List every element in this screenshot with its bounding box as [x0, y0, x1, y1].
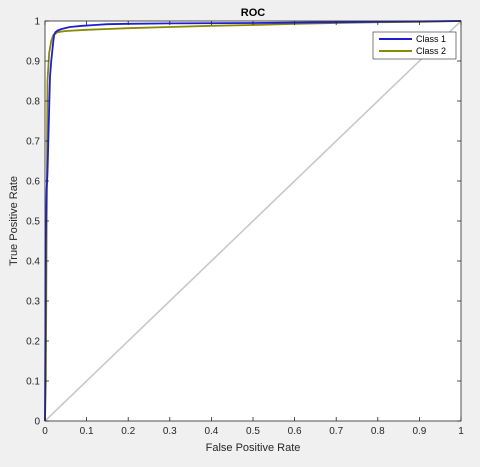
- x-tick-label: 0.5: [246, 426, 260, 437]
- y-tick-label: 0.4: [26, 257, 40, 268]
- legend-box: [372, 31, 457, 60]
- x-tick-label: 0.3: [163, 426, 177, 437]
- y-tick-label: 0.5: [26, 217, 40, 228]
- y-tick-label: 0.1: [26, 377, 40, 388]
- y-tick-label: 0: [34, 417, 40, 428]
- series-layer: [44, 20, 462, 422]
- x-axis-label: False Positive Rate: [206, 442, 301, 454]
- legend-label-class-1: Class 1: [416, 34, 446, 44]
- x-tick-label: 0.2: [121, 426, 135, 437]
- x-tick-label: 0.6: [288, 426, 302, 437]
- series-line-class-1: [44, 20, 462, 422]
- x-tick-label: 0.1: [80, 426, 94, 437]
- legend: Class 1 Class 2: [372, 31, 457, 60]
- x-tick-label: 0.7: [329, 426, 343, 437]
- y-tick-label: 0.8: [26, 97, 40, 108]
- diagonal-reference-line: [44, 20, 462, 422]
- ticks-layer: 0 0.1 0.2 0.3 0.4 0.5 0.6 0.7 0.8 0.9 1 0 0.1 0.2 0.3 0…: [26, 17, 464, 438]
- y-tick-label: 0.7: [26, 137, 40, 148]
- x-tick-label: 0.8: [371, 426, 385, 437]
- x-tick-label: 0.9: [412, 426, 426, 437]
- y-tick-label: 1: [34, 17, 40, 28]
- x-tick-label: 0.4: [204, 426, 218, 437]
- y-tick-label: 0.3: [26, 297, 40, 308]
- x-tick-label: 1: [458, 426, 464, 437]
- y-tick-label: 0.2: [26, 337, 40, 348]
- chart-title: ROC: [241, 7, 266, 19]
- y-tick-label: 0.6: [26, 177, 40, 188]
- y-tick-label: 0.9: [26, 57, 40, 68]
- x-tick-label: 0: [42, 426, 48, 437]
- y-axis-label: True Positive Rate: [8, 176, 20, 266]
- legend-label-class-2: Class 2: [416, 46, 446, 56]
